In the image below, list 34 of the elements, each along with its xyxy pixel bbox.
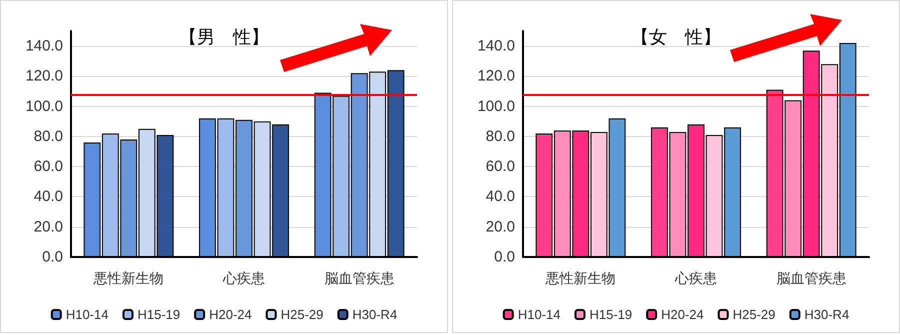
legend-label: H10-14	[518, 307, 560, 322]
y-tick-label: 40.0	[34, 188, 63, 206]
x-tick-label: 悪性新生物	[92, 270, 164, 286]
legend-label: H20-24	[661, 307, 704, 322]
x-tick-label: 脳血管疾患	[776, 270, 846, 286]
y-tick-label: 0.0	[494, 248, 515, 266]
legend-label: H25-29	[280, 307, 324, 322]
legend-label: H20-24	[209, 307, 252, 322]
y-tick-label: 20.0	[34, 218, 63, 236]
legend-label: H10-14	[66, 307, 108, 322]
x-tick-label: 悪性新生物	[544, 270, 616, 286]
y-tick-label: 140.0	[25, 38, 63, 55]
y-tick-label: 100.0	[477, 98, 515, 115]
y-tick-label: 60.0	[486, 158, 515, 176]
y-tick-label: 20.0	[486, 218, 515, 236]
legend-label: H30-R4	[804, 307, 850, 322]
x-tick-label: 心疾患	[674, 270, 717, 286]
legend-label: H30-R4	[352, 307, 398, 322]
y-tick-label: 80.0	[34, 128, 63, 145]
legend-label: H15-19	[137, 307, 180, 322]
legend-label: H15-19	[589, 307, 632, 322]
legend-label: H25-29	[732, 307, 776, 322]
chart-title: 【女 性】	[631, 27, 721, 47]
y-tick-label: 40.0	[486, 188, 515, 206]
y-tick-label: 60.0	[34, 158, 63, 176]
y-tick-label: 80.0	[486, 128, 515, 145]
x-tick-label: 脳血管疾患	[324, 270, 394, 286]
x-tick-label: 心疾患	[222, 270, 265, 286]
y-tick-label: 120.0	[25, 68, 63, 85]
y-tick-label: 120.0	[477, 68, 515, 85]
chart-title: 【男 性】	[179, 27, 269, 47]
y-tick-label: 0.0	[42, 248, 63, 266]
y-tick-label: 100.0	[25, 98, 63, 115]
y-tick-label: 140.0	[477, 38, 515, 55]
